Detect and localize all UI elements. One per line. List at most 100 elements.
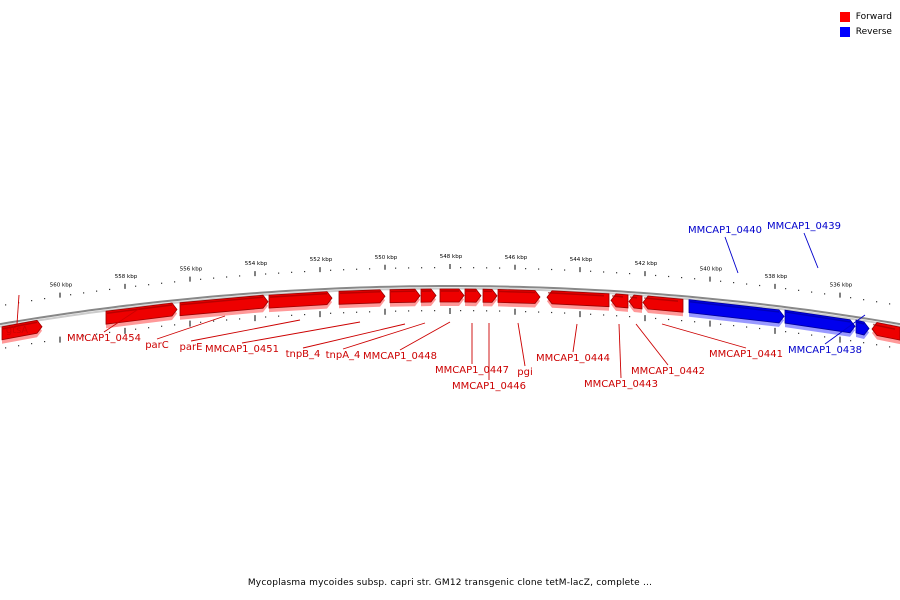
gene-label: gtsA: [6, 325, 28, 336]
scale-tick-label: 550 kbp: [375, 255, 398, 261]
gene-arrow-highlight: [390, 290, 416, 293]
gene-label-leader: [635, 323, 669, 366]
gene-arrow-highlight: [872, 323, 896, 330]
minor-tick-inner: [616, 315, 618, 317]
gene-arrow: [464, 288, 482, 303]
gene-label-leader: [103, 307, 141, 333]
gene-label-leader: [399, 321, 451, 351]
minor-tick-outer: [213, 277, 215, 279]
gene-label-leader: [824, 314, 866, 345]
gene-arrow: [688, 299, 785, 324]
gene-arrow: [482, 288, 498, 303]
minor-tick-inner: [863, 342, 865, 344]
minor-tick-inner: [304, 313, 306, 316]
minor-tick-inner: [395, 310, 397, 312]
minor-tick-inner: [824, 336, 826, 338]
gene-arrow: [420, 288, 437, 303]
minor-tick-outer: [876, 301, 878, 303]
minor-tick-inner: [369, 311, 371, 313]
minor-tick-outer: [850, 297, 852, 299]
gene-track: [1, 288, 900, 345]
gene-label-leader: [156, 315, 226, 340]
minor-tick-inner: [356, 311, 358, 313]
gene-arrow: [871, 322, 900, 341]
scale-tick-label: 548 kbp: [440, 254, 463, 260]
scale-tick-label: 540 kbp: [700, 267, 723, 273]
minor-tick-outer: [291, 271, 293, 273]
minor-tick-outer: [226, 276, 228, 278]
gene-arrow: [610, 293, 629, 309]
minor-tick-inner: [31, 343, 33, 345]
minor-tick-outer: [629, 272, 631, 275]
reverse-swatch: [839, 26, 850, 37]
minor-tick-inner: [109, 331, 111, 334]
minor-tick-outer: [694, 278, 696, 280]
gene-arrow: [439, 288, 465, 303]
minor-tick-inner: [629, 315, 631, 318]
minor-tick-inner: [330, 312, 332, 314]
forward-swatch: [839, 11, 850, 22]
minor-tick-outer: [83, 292, 85, 294]
gene-label-leader: [572, 323, 578, 353]
gene-label: tnpB_4: [286, 349, 321, 360]
gene-arrow-highlight: [689, 300, 780, 313]
legend-item-forward: Forward: [839, 9, 892, 24]
gene-arrow: [855, 319, 870, 336]
minor-tick-outer: [785, 288, 787, 290]
minor-tick-inner: [499, 310, 501, 312]
minor-tick-inner: [135, 328, 137, 330]
minor-tick-inner: [226, 319, 228, 321]
minor-tick-inner: [681, 319, 683, 322]
minor-tick-outer: [44, 298, 46, 300]
minor-tick-inner: [785, 331, 787, 333]
minor-tick-outer: [5, 304, 7, 306]
minor-tick-outer: [616, 272, 618, 274]
gene-arrow: [784, 309, 856, 334]
gene-arrow: [389, 288, 421, 304]
minor-tick-inner: [798, 332, 800, 334]
gene-label-leaders: [16, 232, 866, 380]
gene-label-leader: [16, 294, 20, 325]
gene-label: parE: [180, 342, 203, 353]
minor-tick-outer: [109, 288, 111, 291]
minor-tick-outer: [759, 284, 761, 287]
scale-tick-label: 554 kbp: [245, 261, 268, 267]
gene-label-leader: [190, 319, 301, 342]
gene-arrow-highlight: [339, 291, 381, 295]
gene-label: MMCAP1_0440: [688, 225, 762, 236]
minor-tick-outer: [161, 282, 163, 284]
minor-tick-inner: [460, 310, 462, 312]
gene-label: parC: [145, 340, 169, 351]
minor-tick-inner: [746, 326, 748, 328]
minor-tick-inner: [5, 347, 7, 349]
gene-arrow-highlight: [547, 292, 605, 297]
gene-label-leader: [342, 322, 426, 350]
minor-tick-outer: [824, 293, 826, 295]
gene-label: MMCAP1_0438: [788, 345, 862, 356]
gene-label: MMCAP1_0454: [67, 333, 141, 344]
minor-tick-inner: [148, 327, 150, 329]
legend-item-reverse: Reverse: [839, 24, 892, 39]
minor-tick-inner: [759, 327, 761, 330]
minor-tick-outer: [148, 284, 150, 286]
gene-arrow-highlight: [643, 297, 679, 302]
minor-tick-inner: [96, 333, 98, 335]
gene-label: MMCAP1_0443: [584, 379, 658, 390]
minor-tick-outer: [174, 281, 176, 283]
legend: Forward Reverse: [839, 9, 892, 39]
scale-tick-label: 556 kbp: [180, 267, 203, 273]
gene-label-leader: [724, 236, 739, 274]
gene-label: MMCAP1_0442: [631, 366, 705, 377]
minor-tick-inner: [278, 315, 280, 317]
gene-label: MMCAP1_0441: [709, 349, 783, 360]
minor-tick-inner: [291, 314, 293, 316]
gene-arrow-highlight: [2, 321, 38, 330]
minor-tick-outer: [668, 275, 670, 278]
minor-tick-outer: [681, 276, 683, 279]
scale-tick-label: 546 kbp: [505, 255, 528, 261]
minor-tick-outer: [369, 268, 371, 270]
scale-tick-label: 544 kbp: [570, 257, 593, 263]
scale-ticks: [5, 264, 891, 349]
legend-label-forward: Forward: [855, 11, 892, 22]
minor-tick-inner: [876, 344, 878, 346]
